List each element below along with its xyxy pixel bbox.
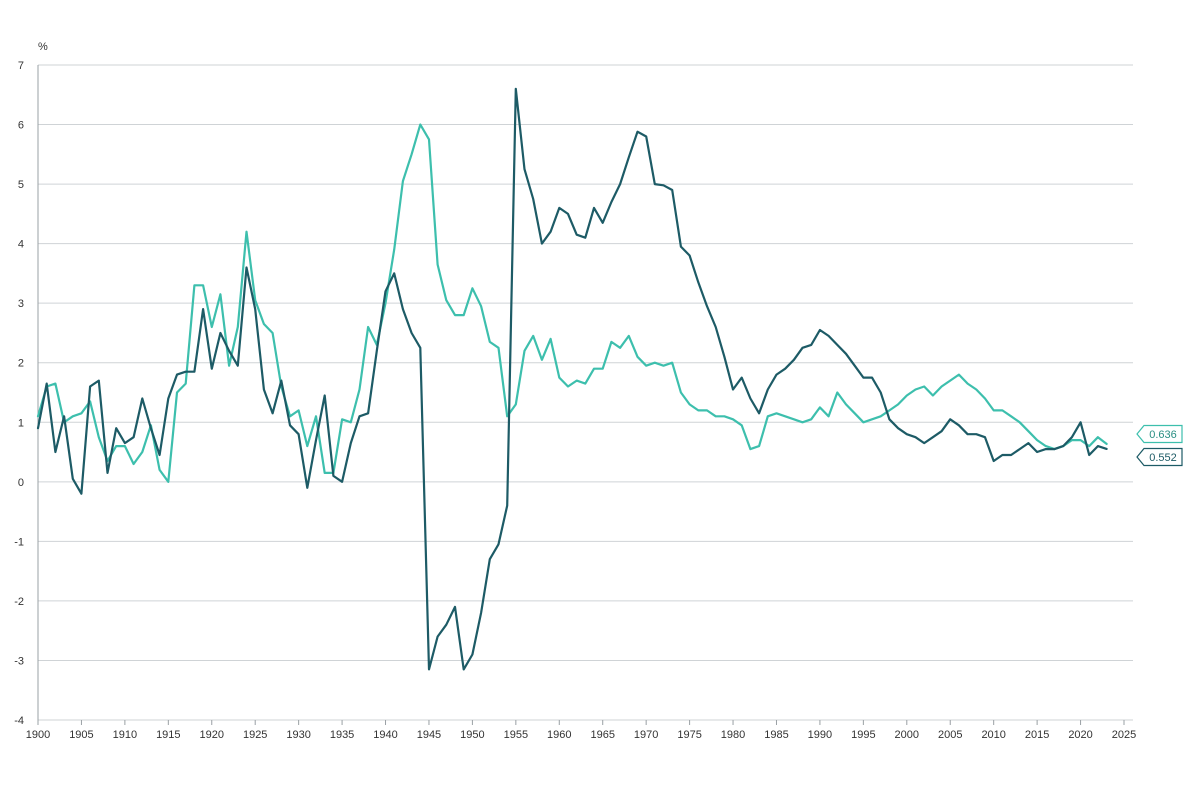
grid-layer: [37, 64, 1133, 721]
y-tick-label: -2: [14, 596, 24, 608]
x-tick-label: 1990: [808, 729, 832, 741]
series-layer: [36, 87, 1108, 671]
y-tick-label: 4: [18, 239, 24, 251]
y-tick-label: 5: [18, 179, 24, 191]
x-tick-label: 1965: [590, 729, 614, 741]
y-tick-label: -4: [14, 715, 24, 727]
y-axis-unit-label: %: [38, 41, 48, 53]
x-tick-label: 2025: [1112, 729, 1136, 741]
x-tick-label: 1985: [764, 729, 788, 741]
x-tick-label: 2020: [1068, 729, 1092, 741]
end-label-2: 0.552: [1136, 447, 1183, 467]
end-label-value: 0.636: [1149, 429, 1177, 441]
x-tick-label: 1905: [69, 729, 93, 741]
x-tick-label: 1950: [460, 729, 484, 741]
x-tick-label: 1945: [417, 729, 441, 741]
end-label-1: 0.636: [1136, 424, 1183, 444]
y-tick-label: 1: [18, 417, 24, 429]
y-axis-ticks: -4 -3 -2 -1 0 1 2 3 4 5 6 7: [14, 60, 24, 727]
x-tick-label: 1925: [243, 729, 267, 741]
x-tick-label: 1970: [634, 729, 658, 741]
series-line-1: [36, 123, 1108, 483]
x-tick-label: 1900: [26, 729, 50, 741]
end-labels: 0.636 0.552: [1136, 424, 1183, 467]
x-tick-label: 1960: [547, 729, 571, 741]
x-tick-label: 1935: [330, 729, 354, 741]
x-tick-label: 2015: [1025, 729, 1049, 741]
y-tick-label: 7: [18, 60, 24, 72]
x-axis-ticks: 1900 1905 1910 1915 1920 1925 1930 1935 1940 1945…: [26, 720, 1136, 741]
y-tick-label: -3: [14, 655, 24, 667]
x-tick-label: 1930: [286, 729, 310, 741]
y-tick-label: -1: [14, 536, 24, 548]
end-label-box: [1136, 424, 1183, 444]
end-label-value: 0.552: [1149, 452, 1177, 464]
x-tick-label: 1955: [504, 729, 528, 741]
x-tick-label: 2005: [938, 729, 962, 741]
x-tick-label: 1915: [156, 729, 180, 741]
x-tick-label: 1980: [721, 729, 745, 741]
x-tick-label: 2010: [981, 729, 1005, 741]
y-tick-label: 3: [18, 298, 24, 310]
x-tick-label: 1910: [113, 729, 137, 741]
x-tick-label: 1940: [373, 729, 397, 741]
y-tick-label: 0: [18, 477, 24, 489]
x-tick-label: 1975: [677, 729, 701, 741]
x-tick-label: 1995: [851, 729, 875, 741]
x-tick-label: 2000: [895, 729, 919, 741]
x-tick-label: 1920: [200, 729, 224, 741]
y-tick-label: 2: [18, 358, 24, 370]
series-line-2: [36, 87, 1108, 671]
end-label-box: [1136, 447, 1183, 467]
y-tick-label: 6: [18, 120, 24, 132]
